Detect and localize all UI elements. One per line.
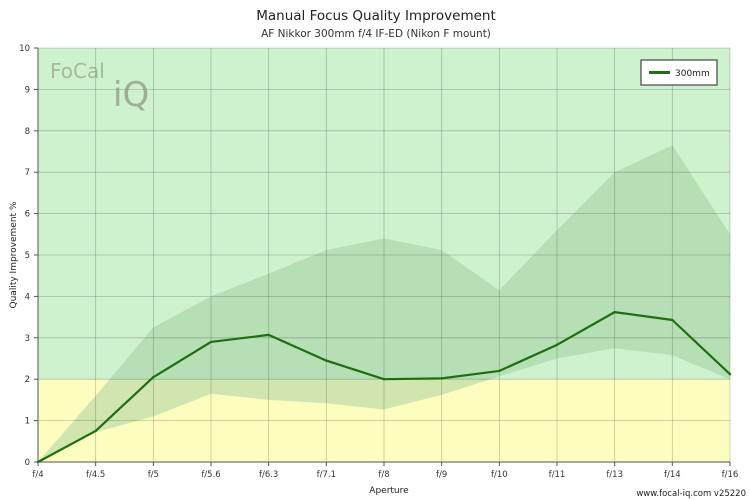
x-axis-ticks: f/4 f/4.5 f/5 f/5.6 f/6.3 f/7.1 f/8 f/9 f/10 f/11… <box>32 462 738 480</box>
range-band-area <box>38 145 730 463</box>
chart-title: Manual Focus Quality Improvement <box>256 8 496 24</box>
zone-1 <box>38 48 730 380</box>
y-axis-label: Quality Improvement % <box>9 201 19 308</box>
x-tick-label: f/5.6 <box>201 470 220 480</box>
y-tick-label: 10 <box>19 44 30 54</box>
y-axis-ticks: 0 1 2 3 4 5 6 7 8 9 10 <box>19 44 38 468</box>
gridlines <box>37 47 731 463</box>
y-tick-label: 6 <box>25 210 30 220</box>
quality-zones <box>38 48 730 462</box>
logo-text-a: FoCal <box>50 59 105 83</box>
y-tick-label: 2 <box>25 375 30 385</box>
data-point <box>267 333 270 337</box>
data-point <box>382 378 386 381</box>
range-band <box>38 145 730 463</box>
y-tick-label: 5 <box>25 251 30 261</box>
logo-text-b: iQ <box>113 75 149 115</box>
data-point <box>325 359 328 362</box>
data-point <box>209 340 213 344</box>
x-tick-label: f/14 <box>664 470 681 480</box>
y-tick-label: 3 <box>25 334 30 344</box>
legend-label: 300mm <box>675 69 710 79</box>
x-tick-label: f/10 <box>491 470 508 480</box>
x-tick-label: f/13 <box>606 470 623 480</box>
data-point <box>728 373 732 376</box>
chart-subtitle: AF Nikkor 300mm f/4 IF-ED (Nikon F mount… <box>261 28 491 40</box>
x-tick-label: f/4.5 <box>86 470 105 480</box>
zone-0 <box>38 379 730 462</box>
y-tick-label: 8 <box>25 127 30 137</box>
x-axis-label: Aperture <box>369 486 409 496</box>
x-tick-label: f/7.1 <box>317 470 336 480</box>
x-tick-label: f/5 <box>148 470 159 480</box>
data-point <box>498 369 501 373</box>
y-tick-label: 0 <box>25 458 30 468</box>
x-tick-label: f/16 <box>722 470 739 480</box>
data-point <box>613 310 616 314</box>
y-tick-label: 9 <box>25 85 30 95</box>
y-tick-label: 7 <box>25 168 30 178</box>
y-tick-label: 4 <box>25 292 30 302</box>
y-tick-label: 1 <box>25 417 30 427</box>
x-tick-label: f/6.3 <box>259 470 278 480</box>
x-tick-label: f/4 <box>32 470 43 480</box>
x-tick-label: f/11 <box>549 470 566 480</box>
focal-logo: FoCal iQ <box>50 59 149 115</box>
x-tick-label: f/8 <box>378 470 389 480</box>
data-point <box>94 429 97 433</box>
data-point <box>440 377 443 380</box>
data-point <box>152 375 155 379</box>
data-point <box>555 343 559 347</box>
data-point <box>671 318 674 322</box>
legend[interactable]: 300mm <box>640 59 718 86</box>
x-tick-label: f/9 <box>436 470 447 480</box>
footer-text: www.focal-iq.com v25220 <box>636 489 746 499</box>
series-lines <box>36 310 732 464</box>
